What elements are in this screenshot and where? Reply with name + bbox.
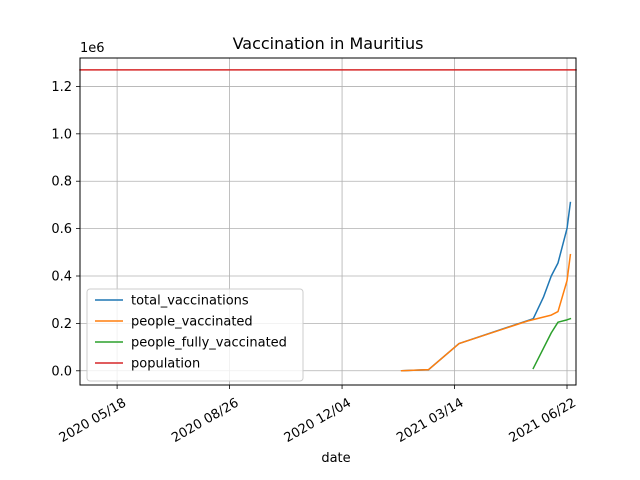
y-tick-label: 0.4 <box>51 270 72 285</box>
plot-frame <box>79 57 577 386</box>
series-line-people_vaccinated <box>400 253 572 372</box>
y-tick-label: 0.6 <box>51 222 72 237</box>
chart-title: Vaccination in Mauritius <box>233 34 424 53</box>
y-tick-label: 1.0 <box>51 127 72 142</box>
legend-label: population <box>131 357 200 372</box>
legend-box <box>86 288 304 382</box>
y-axis: 0.0 0.2 0.4 0.6 0.8 1.0 1.2 <box>51 80 80 379</box>
legend-label: people_fully_vaccinated <box>131 336 287 351</box>
y-tick-label: 1.2 <box>51 80 72 95</box>
y-tick-label: 0.0 <box>51 364 72 379</box>
series-line-people_fully_vaccinated <box>532 317 572 370</box>
x-axis-label: date <box>321 451 350 466</box>
legend-label: people_vaccinated <box>131 315 253 330</box>
y-axis-offset-label: 1e6 <box>80 41 105 56</box>
legend-label: total_vaccinations <box>131 294 249 309</box>
y-tick-label: 0.8 <box>51 175 72 190</box>
legend: total_vaccinations people_vaccinatedpeopl… <box>86 288 304 382</box>
series-layer <box>79 69 577 372</box>
y-tick-label: 0.2 <box>51 317 72 332</box>
